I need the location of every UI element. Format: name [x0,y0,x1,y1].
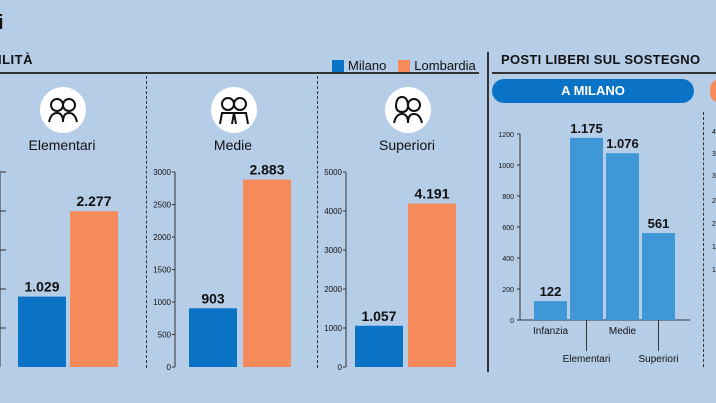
x-tick-label: Superiori [638,354,678,365]
students-icon [385,87,431,133]
bar-lombardia [408,203,456,367]
y-tick-label: 600 [502,225,514,232]
y-tick-label: 1000 [324,324,342,333]
milano-pill: A MILANO [492,79,694,103]
panel-label-elementari: Elementari [28,137,96,153]
page-title-fragment: i [0,12,4,34]
bar-value-label: 903 [201,290,225,306]
partial-y-tick-label: 4 [712,129,716,136]
bar-elementari [570,137,603,320]
partial-y-tick-label: 1 [712,244,716,251]
legend-swatch-lombardia [398,59,411,72]
bar-value-label: 4.191 [414,186,449,202]
x-tick-label: Infanzia [533,326,568,337]
y-tick-label: 5000 [324,168,342,177]
left-section-heading: ILITÀ [0,52,33,67]
y-tick-label: 800 [502,194,514,201]
y-tick-label: 400 [502,256,514,263]
y-tick-label: 0 [510,318,514,325]
heading-rule [0,72,479,74]
partial-y-tick-label: 2 [712,221,716,228]
y-tick-label: 1200 [498,132,514,139]
legend-label-lombardia: Lombardia [414,58,476,73]
legend-swatch-milano [332,59,344,72]
legend-label-milano: Milano [348,58,387,73]
bar-value-label: 2.883 [249,162,284,178]
section-divider [487,52,489,372]
bar-lombardia [70,211,118,367]
x-tick-label: Elementari [563,354,611,365]
bar-value-label: 1.076 [606,136,639,151]
partial-y-tick-label: 2 [712,198,716,205]
y-tick-label: 200 [502,287,514,294]
bar-milano [18,296,66,367]
y-tick-label: 0 [338,363,343,372]
bar-value-label: 1.057 [361,308,396,324]
y-tick-label: 0 [167,363,172,372]
partial-y-tick-label: 3 [712,151,716,158]
y-tick-label: 2000 [324,285,342,294]
x-tick-label: Medie [609,326,637,337]
bar-milano [189,308,237,367]
y-tick-label: 500 [158,331,172,340]
panel-label-medie: Medie [213,137,253,153]
y-tick-label: 4000 [324,207,342,216]
bar-medie [606,153,639,320]
heading-rule [492,72,716,74]
bar-value-label: 1.175 [570,121,603,136]
right-section-heading: POSTI LIBERI SUL SOSTEGNO [501,52,701,67]
bar-value-label: 122 [540,284,562,299]
legend: Milano Lombardia [332,58,488,73]
y-tick-label: 1500 [153,266,171,275]
bar-lombardia [243,179,291,367]
bar-value-label: 2.277 [76,193,111,209]
y-tick-label: 3000 [153,168,171,177]
bar-infanzia [534,301,567,320]
panel-label-superiori: Superiori [378,137,436,153]
panel-divider [317,76,318,368]
bar-superiori [642,233,675,320]
bar-value-label: 1.029 [24,279,59,295]
lombardia-pill-partial [710,79,716,103]
y-tick-label: 1000 [498,163,514,170]
y-tick-label: 3000 [324,246,342,255]
panel-divider [703,112,704,367]
partial-y-tick-label: 1 [712,267,716,274]
y-tick-label: 2000 [153,233,171,242]
bar-value-label: 561 [648,216,670,231]
y-tick-label: 2500 [153,201,171,210]
legend-item-lombardia: Lombardia [398,58,476,73]
legend-item-milano: Milano [332,58,386,73]
children-icon [40,87,86,133]
y-tick-label: 1000 [153,298,171,307]
partial-y-tick-label: 3 [712,173,716,180]
bar-milano [355,325,403,367]
panel-divider [146,76,147,368]
teens-icon [211,87,257,133]
